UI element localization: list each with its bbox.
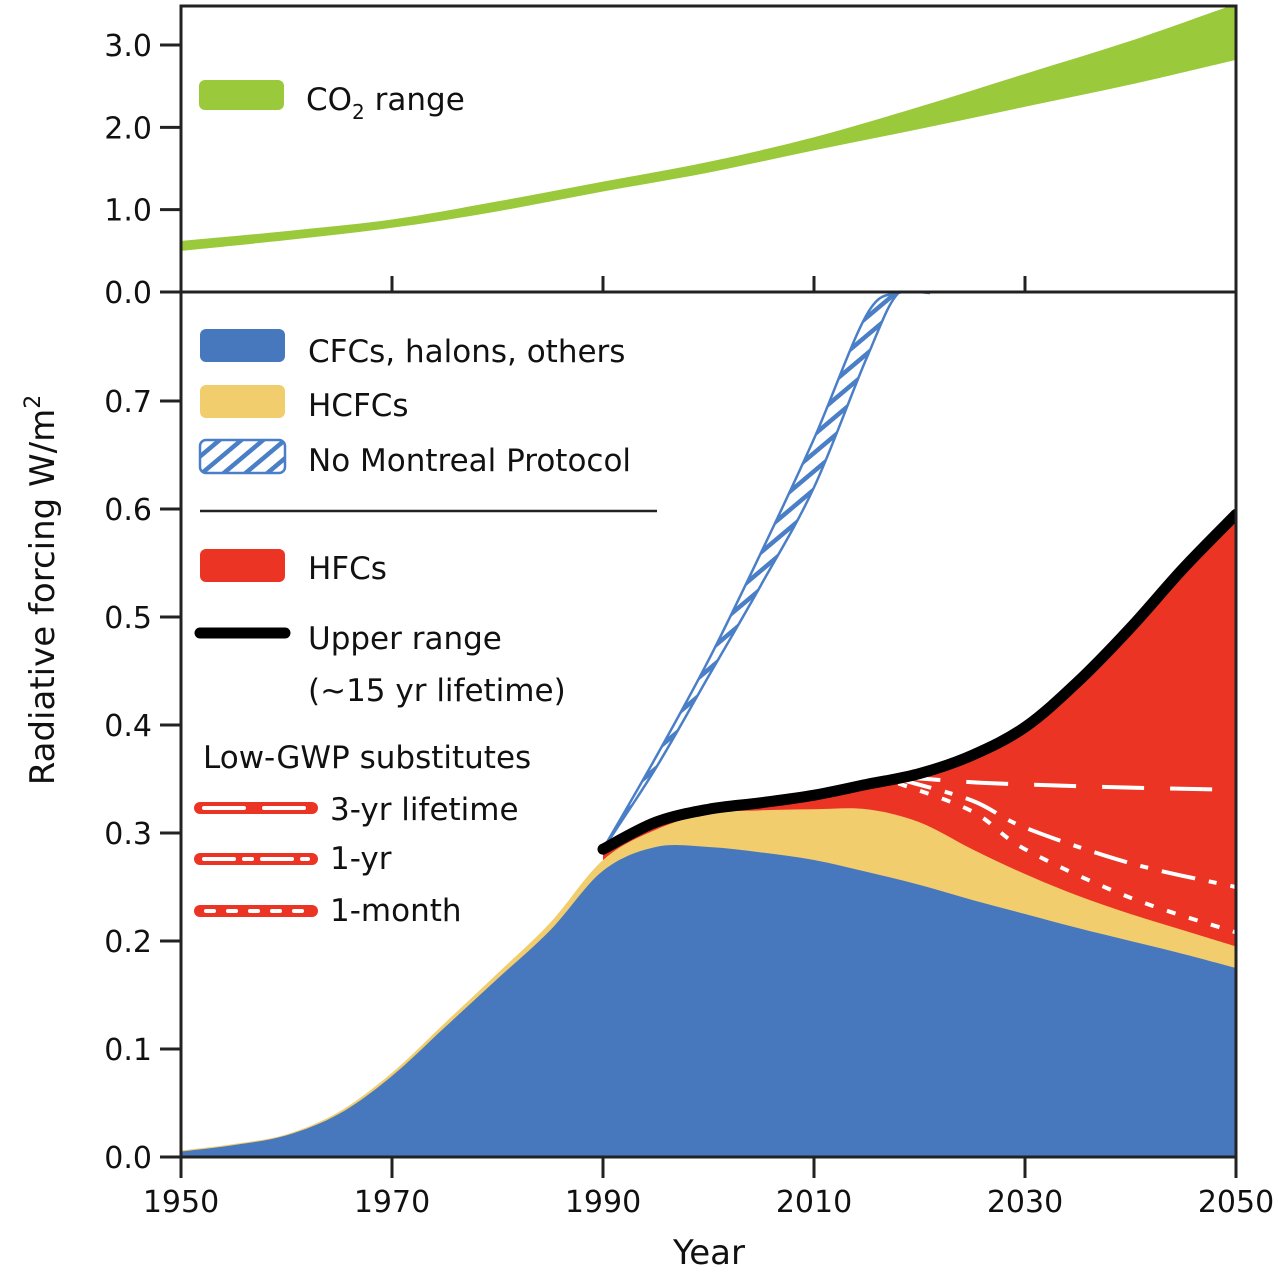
top-y-tick-label: 3.0 bbox=[104, 29, 152, 64]
bottom-y-tick-label: 0.7 bbox=[104, 385, 152, 420]
bottom-y-tick-label: 0.2 bbox=[104, 925, 152, 960]
bottom-y-tick-label: 0.4 bbox=[104, 709, 152, 744]
bottom-x-tick-label: 2030 bbox=[987, 1185, 1063, 1220]
legend-label-hcfc: HCFCs bbox=[308, 388, 409, 424]
bottom-legend: CFCs, halons, others HCFCs No Montreal P… bbox=[194, 329, 657, 929]
cfc-area bbox=[181, 845, 1236, 1157]
legend-label-no-montreal: No Montreal Protocol bbox=[308, 443, 631, 479]
bottom-y-tick-label: 0.5 bbox=[104, 601, 152, 636]
legend-swatch-hfc bbox=[200, 549, 285, 582]
legend-label-hfc: HFCs bbox=[308, 551, 387, 587]
bottom-x-tick-label: 1950 bbox=[143, 1185, 219, 1220]
bottom-x-axis: 1950 1970 1990 2010 2030 2050 bbox=[143, 1157, 1274, 1220]
bottom-y-tick-label: 0.0 bbox=[104, 1141, 152, 1176]
top-panel-frame bbox=[179, 4, 1238, 294]
co2-panel: 0.0 1.0 2.0 3.0 CO2 range bbox=[104, 4, 1238, 311]
bottom-x-tick-label: 2010 bbox=[776, 1185, 852, 1220]
legend-label-3yr: 3-yr lifetime bbox=[330, 792, 519, 828]
legend-label-cfc: CFCs, halons, others bbox=[308, 334, 625, 370]
bottom-x-tick-label: 1970 bbox=[354, 1185, 430, 1220]
bottom-x-tick-label: 2050 bbox=[1198, 1185, 1274, 1220]
no-montreal-protocol-band bbox=[601, 292, 931, 850]
bottom-y-tick-label: 0.3 bbox=[104, 817, 152, 852]
top-x-ticks bbox=[390, 276, 1027, 292]
upper-range-line bbox=[597, 508, 1236, 855]
legend-label-1yr: 1-yr bbox=[330, 841, 392, 877]
legend-label-upper-range: Upper range bbox=[308, 621, 502, 657]
legend-label-upper-range-note: (~15 yr lifetime) bbox=[308, 673, 566, 709]
top-y-tick-label: 2.0 bbox=[104, 111, 152, 146]
bottom-x-tick-label: 1990 bbox=[565, 1185, 641, 1220]
legend-swatch-no-montreal bbox=[198, 438, 287, 475]
top-y-tick-label: 0.0 bbox=[104, 276, 152, 311]
ods-hfc-panel: 0.0 0.1 0.2 0.3 0.4 0.5 0.6 0.7 1950 1970 1990 201… bbox=[21, 290, 1274, 1273]
legend-swatch-cfc bbox=[200, 329, 285, 362]
substitute-1month-line bbox=[897, 781, 1236, 935]
substitute-3yr-line bbox=[898, 774, 1236, 792]
substitute-1yr-line bbox=[897, 777, 1236, 889]
legend-substitutes-title: Low-GWP substitutes bbox=[203, 740, 531, 776]
legend-swatch-hcfc bbox=[200, 385, 285, 418]
x-axis-title: Year bbox=[672, 1233, 745, 1273]
bottom-y-tick-label: 0.6 bbox=[104, 493, 152, 528]
legend-label-1month: 1-month bbox=[330, 893, 462, 929]
legend-label-co2: CO2 range bbox=[306, 82, 465, 124]
top-y-tick-label: 1.0 bbox=[104, 194, 152, 229]
top-y-axis: 0.0 1.0 2.0 3.0 bbox=[104, 29, 181, 311]
bottom-y-tick-label: 0.1 bbox=[104, 1033, 152, 1068]
y-axis-title: Radiative forcing W/m2 bbox=[21, 395, 63, 785]
legend-swatch-co2 bbox=[199, 80, 284, 110]
co2-range-band bbox=[181, 6, 1236, 251]
bottom-panel-frame bbox=[179, 290, 1238, 1159]
bottom-y-axis: 0.0 0.1 0.2 0.3 0.4 0.5 0.6 0.7 bbox=[104, 385, 181, 1176]
